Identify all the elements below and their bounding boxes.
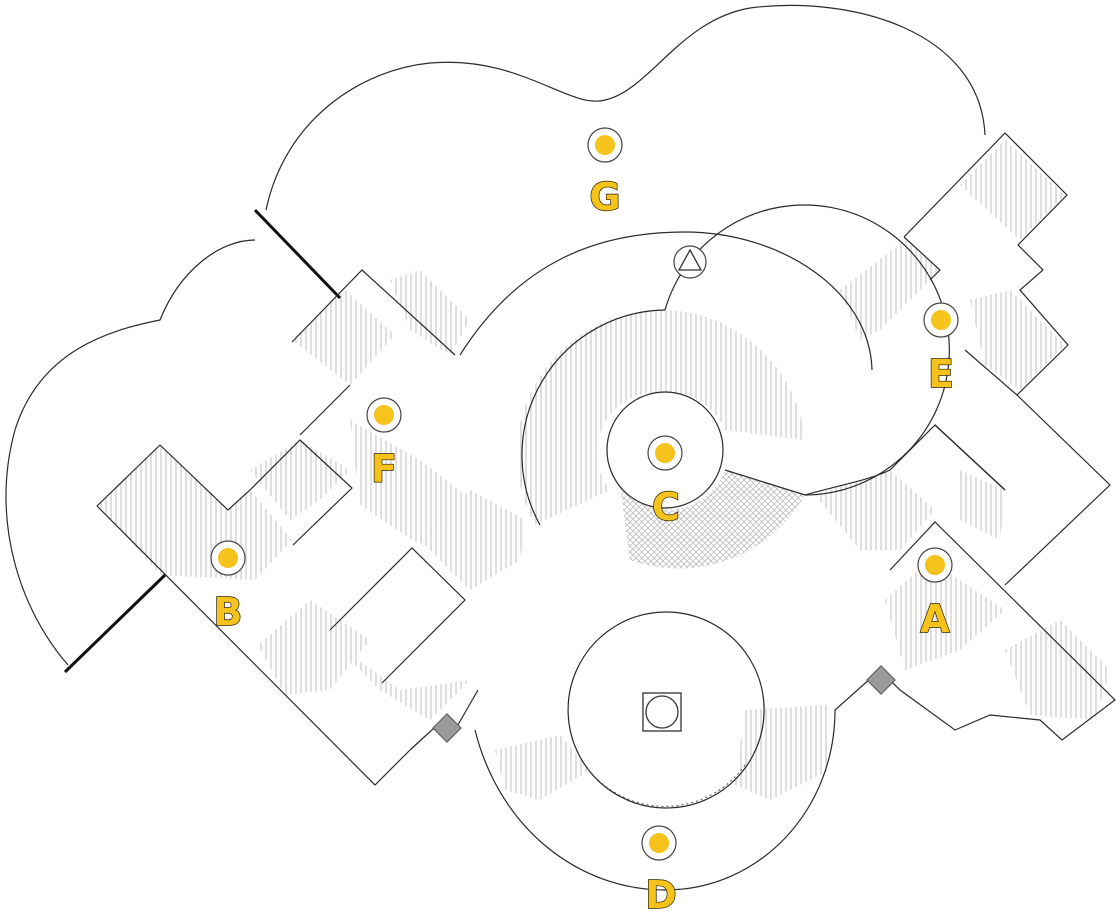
point-f[interactable]: F [366,397,402,492]
point-e-label: E [928,352,954,396]
point-a-label: A [920,597,950,641]
point-c-label: C [652,485,680,529]
point-f-marker [374,405,394,425]
point-b-label: B [214,590,243,634]
point-b[interactable]: B [210,540,246,635]
stairs-left [432,713,462,743]
walls [5,4,1116,891]
triangle-icon [673,245,707,279]
point-d-label: D [645,873,677,913]
point-a-marker [925,555,945,575]
point-f-label: F [371,447,397,491]
point-e[interactable]: E [923,302,959,397]
point-g-marker [595,135,615,155]
point-g[interactable]: G [587,127,623,220]
point-d[interactable]: D [641,825,677,913]
point-d-marker [649,833,669,853]
point-g-label: G [589,175,620,219]
point-b-marker [218,548,238,568]
stairs-right [866,665,896,695]
square-circle-icon [642,692,682,732]
point-e-marker [931,310,951,330]
point-c[interactable]: C [647,435,683,530]
floor-shading [98,140,1110,800]
point-c-marker [655,443,675,463]
point-a[interactable]: A [917,547,953,642]
